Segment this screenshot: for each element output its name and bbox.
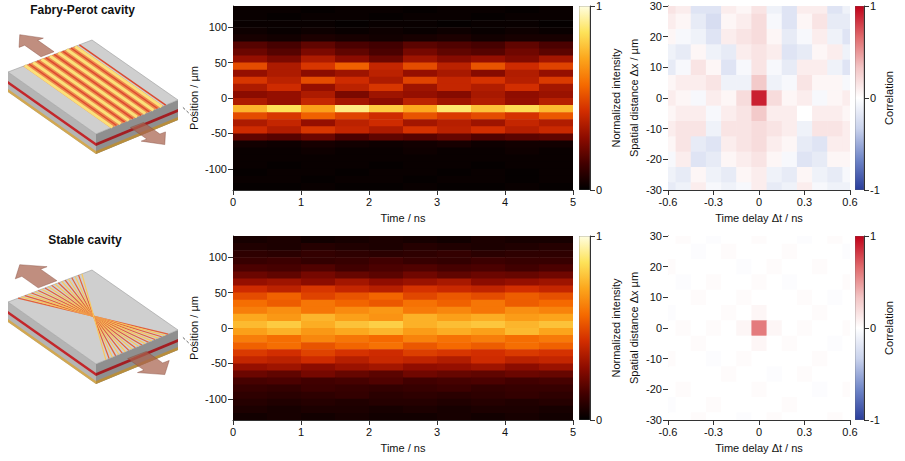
svg-text:20: 20	[650, 261, 662, 273]
svg-text:0.3: 0.3	[797, 426, 812, 438]
svg-text:-50: -50	[211, 127, 227, 139]
svg-text:0: 0	[870, 322, 876, 334]
svg-text:30: 30	[650, 230, 662, 242]
svg-text:-20: -20	[646, 383, 662, 395]
svg-text:1: 1	[596, 0, 602, 12]
svg-text:50: 50	[215, 287, 227, 299]
svg-text:10: 10	[650, 291, 662, 303]
svg-text:100: 100	[209, 251, 227, 263]
svg-text:4: 4	[502, 196, 508, 208]
svg-text:0: 0	[230, 426, 236, 438]
svg-text:3: 3	[434, 196, 440, 208]
svg-text:0.3: 0.3	[797, 196, 812, 208]
svg-text:4: 4	[502, 426, 508, 438]
svg-text:0: 0	[221, 322, 227, 334]
svg-text:Stable cavity: Stable cavity	[48, 233, 122, 247]
svg-text:-1: -1	[870, 414, 880, 426]
svg-text:-50: -50	[211, 357, 227, 369]
svg-text:0.6: 0.6	[842, 426, 857, 438]
svg-text:1: 1	[870, 230, 876, 242]
svg-text:10: 10	[650, 61, 662, 73]
svg-text:-0.6: -0.6	[659, 426, 678, 438]
svg-text:-20: -20	[646, 153, 662, 165]
svg-text:Spatial distance Δx µm: Spatial distance Δx µm	[628, 272, 640, 384]
svg-text:-0.6: -0.6	[659, 196, 678, 208]
svg-text:Time / ns: Time / ns	[381, 212, 426, 224]
svg-text:1: 1	[870, 0, 876, 12]
svg-text:-30: -30	[646, 414, 662, 426]
svg-text:2: 2	[366, 196, 372, 208]
svg-text:5: 5	[570, 196, 576, 208]
svg-text:Normalized intensity: Normalized intensity	[610, 48, 622, 148]
svg-text:100: 100	[209, 21, 227, 33]
svg-text:Time / ns: Time / ns	[381, 442, 426, 454]
svg-text:0: 0	[756, 426, 762, 438]
svg-text:Position / µm: Position / µm	[188, 66, 200, 130]
svg-text:Correlation: Correlation	[883, 301, 895, 355]
svg-text:0: 0	[870, 92, 876, 104]
svg-text:1: 1	[298, 196, 304, 208]
svg-text:0: 0	[230, 196, 236, 208]
svg-text:-10: -10	[646, 123, 662, 135]
svg-text:0: 0	[596, 414, 602, 426]
svg-text:Fabry-Perot cavity: Fabry-Perot cavity	[30, 3, 135, 17]
svg-text:0: 0	[656, 92, 662, 104]
svg-text:-1: -1	[870, 184, 880, 196]
svg-text:Spatial distance Δx / µm: Spatial distance Δx / µm	[628, 39, 640, 157]
svg-text:-100: -100	[205, 163, 227, 175]
svg-text:30: 30	[650, 0, 662, 12]
svg-text:Normalized intensity: Normalized intensity	[610, 278, 622, 378]
svg-text:Time delay Δt / ns: Time delay Δt / ns	[715, 212, 803, 224]
svg-text:-0.3: -0.3	[704, 426, 723, 438]
svg-text:-0.3: -0.3	[704, 196, 723, 208]
svg-text:0: 0	[756, 196, 762, 208]
svg-text:50: 50	[215, 57, 227, 69]
svg-text:0: 0	[596, 184, 602, 196]
svg-text:0: 0	[221, 92, 227, 104]
svg-text:Correlation: Correlation	[883, 71, 895, 125]
svg-text:1: 1	[596, 230, 602, 242]
svg-text:-10: -10	[646, 353, 662, 365]
svg-text:0.6: 0.6	[842, 196, 857, 208]
svg-text:Time delay Δt / ns: Time delay Δt / ns	[715, 442, 803, 454]
svg-text:5: 5	[570, 426, 576, 438]
svg-text:Position / µm: Position / µm	[188, 296, 200, 360]
svg-text:-30: -30	[646, 184, 662, 196]
svg-text:-100: -100	[205, 393, 227, 405]
svg-text:0: 0	[656, 322, 662, 334]
svg-text:3: 3	[434, 426, 440, 438]
svg-text:20: 20	[650, 31, 662, 43]
svg-text:2: 2	[366, 426, 372, 438]
svg-text:1: 1	[298, 426, 304, 438]
